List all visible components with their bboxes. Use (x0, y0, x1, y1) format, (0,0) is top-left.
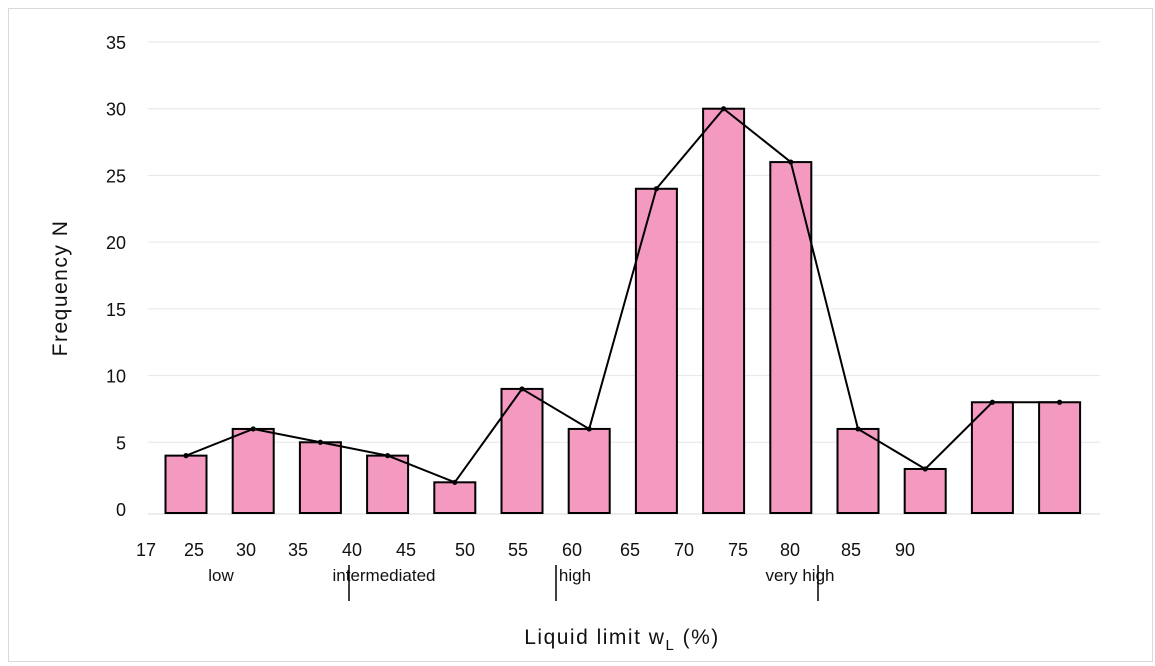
bar (970, 401, 1014, 514)
line-series (185, 107, 1060, 484)
bar (164, 454, 208, 514)
class-label: intermediated (332, 566, 435, 585)
y-axis-title: Frequency N (49, 220, 72, 357)
x-tick-label: 17 (136, 540, 156, 560)
y-tick-label: 30 (106, 100, 126, 120)
line-point (183, 453, 189, 459)
x-tick-labels: 17 25 30 35 40 45 50 55 60 65 70 75 80 85 90 (136, 540, 915, 560)
x-axis-title-subscript: L (665, 637, 675, 654)
x-tick-label: 60 (562, 540, 582, 560)
x-tick-label: 70 (674, 540, 694, 560)
bar (769, 161, 813, 514)
x-axis-title: Liquid limit wL (%) (524, 626, 720, 654)
bar (366, 454, 410, 514)
line-point (452, 479, 458, 485)
line-point (586, 426, 592, 432)
gridlines (148, 41, 1100, 515)
bar (298, 441, 342, 514)
y-tick-label: 0 (116, 500, 126, 520)
bar (567, 427, 611, 515)
y-tick-label: 25 (106, 166, 126, 186)
bar (1038, 401, 1082, 514)
y-tick-labels: 0 5 10 15 20 25 30 35 (106, 33, 126, 520)
y-tick-label: 35 (106, 33, 126, 53)
frequency-polygon (183, 106, 1063, 485)
line-point (855, 426, 861, 432)
bar (702, 107, 746, 514)
bar (903, 467, 947, 515)
bar (433, 481, 477, 515)
bar (231, 427, 275, 515)
y-tick-label: 10 (106, 367, 126, 387)
line-point (989, 399, 996, 405)
x-axis-title-suffix: (%) (675, 626, 720, 649)
bar (634, 187, 678, 514)
x-tick-label: 85 (841, 540, 861, 560)
x-axis-title-main: Liquid limit w (524, 626, 665, 649)
x-tick-label: 35 (288, 540, 308, 560)
line-point (922, 466, 928, 472)
x-tick-label: 30 (236, 540, 256, 560)
class-label: high (559, 566, 591, 585)
x-tick-label: 45 (396, 540, 416, 560)
y-tick-label: 20 (106, 233, 126, 253)
chart-frame (8, 8, 1153, 662)
line-point (519, 386, 525, 392)
bars (164, 107, 1082, 515)
x-tick-label: 80 (780, 540, 800, 560)
line-point (1057, 399, 1063, 405)
class-label: low (208, 566, 234, 585)
line-point (721, 106, 727, 112)
line-point (250, 426, 256, 432)
line-point (653, 186, 660, 192)
y-tick-label: 15 (106, 300, 126, 320)
line-point (788, 159, 794, 165)
class-label: very high (766, 566, 835, 585)
line-point (317, 439, 323, 445)
x-tick-label: 90 (895, 540, 915, 560)
x-tick-label: 75 (728, 540, 748, 560)
y-tick-label: 5 (116, 433, 126, 453)
x-tick-label: 65 (620, 540, 640, 560)
bar (836, 427, 880, 515)
x-tick-label: 25 (184, 540, 204, 560)
x-tick-label: 50 (455, 540, 475, 560)
x-tick-label: 40 (342, 540, 362, 560)
x-tick-label: 55 (508, 540, 528, 560)
line-point (385, 453, 391, 459)
class-labels: low intermediated high very high (208, 565, 834, 601)
